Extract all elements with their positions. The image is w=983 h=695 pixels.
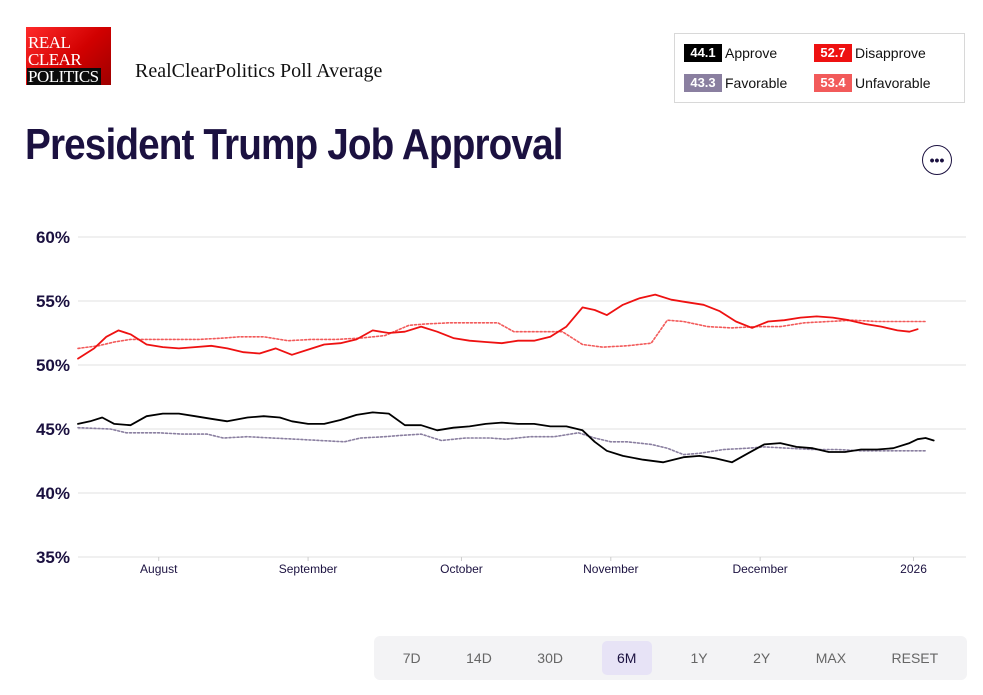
x-tick-label-december: December bbox=[732, 562, 787, 576]
legend-approve: 44.1 Approve bbox=[684, 44, 777, 62]
legend-approve-label: Approve bbox=[725, 45, 778, 61]
legend-box: 44.1 Approve 52.7 Disapprove 43.3 Favora… bbox=[674, 33, 965, 103]
y-tick-label-55: 55% bbox=[36, 292, 70, 311]
chart-y-axis: 60% 55% 50% 45% 40% 35% bbox=[36, 228, 70, 567]
range-7d-button[interactable]: 7D bbox=[402, 650, 421, 666]
legend-unfavorable-value: 53.4 bbox=[814, 74, 852, 92]
legend-disapprove-value: 52.7 bbox=[814, 44, 852, 62]
legend-favorable-label: Favorable bbox=[725, 75, 788, 91]
brand-subtitle: RealClearPolitics Poll Average bbox=[135, 60, 383, 82]
legend-unfavorable: 53.4 Unfavorable bbox=[814, 74, 931, 92]
x-tick-label-october: October bbox=[440, 562, 483, 576]
time-range-selector: 7D 14D 30D 6M 1Y 2Y MAX RESET bbox=[374, 636, 967, 680]
x-tick-label-august: August bbox=[140, 562, 178, 576]
page-title: President Trump Job Approval bbox=[25, 120, 564, 169]
range-14d-button[interactable]: 14D bbox=[466, 650, 492, 666]
range-6m-button[interactable]: 6M bbox=[601, 641, 652, 675]
logo-line-clear: CLEAR bbox=[28, 50, 82, 69]
legend-disapprove-label: Disapprove bbox=[855, 45, 926, 61]
y-tick-label-35: 35% bbox=[36, 548, 70, 567]
legend-approve-value: 44.1 bbox=[684, 44, 722, 62]
legend-favorable-value: 43.3 bbox=[684, 74, 722, 92]
x-tick-label-november: November bbox=[583, 562, 638, 576]
x-tick-label-2026: 2026 bbox=[900, 562, 927, 576]
chart-series bbox=[77, 293, 935, 464]
legend-favorable: 43.3 Favorable bbox=[684, 74, 787, 92]
y-tick-label-50: 50% bbox=[36, 356, 70, 375]
chart-x-axis: August September October November December 20… bbox=[140, 557, 927, 576]
rcp-logo[interactable]: REAL CLEAR POLITICS bbox=[26, 27, 111, 85]
approval-line-chart[interactable]: 60% 55% 50% 45% 40% 35% August September Octobe… bbox=[0, 0, 983, 620]
range-1y-button[interactable]: 1Y bbox=[690, 650, 708, 666]
legend-disapprove: 52.7 Disapprove bbox=[814, 44, 926, 62]
y-tick-label-40: 40% bbox=[36, 484, 70, 503]
series-line-disapprove bbox=[77, 293, 919, 360]
more-options-icon[interactable]: ••• bbox=[922, 145, 952, 175]
range-2y-button[interactable]: 2Y bbox=[753, 650, 771, 666]
x-tick-label-september: September bbox=[279, 562, 338, 576]
logo-line-real: REAL bbox=[28, 33, 71, 52]
legend-unfavorable-label: Unfavorable bbox=[855, 75, 931, 91]
series-line-approve bbox=[77, 411, 935, 464]
range-reset-button[interactable]: RESET bbox=[891, 650, 939, 666]
logo-line-politics: POLITICS bbox=[27, 67, 101, 85]
y-tick-label-45: 45% bbox=[36, 420, 70, 439]
series-line-unfavorable bbox=[77, 319, 927, 350]
y-tick-label-60: 60% bbox=[36, 228, 70, 247]
range-max-button[interactable]: MAX bbox=[815, 650, 847, 666]
range-30d-button[interactable]: 30D bbox=[537, 650, 563, 666]
chart-gridlines bbox=[78, 236, 966, 558]
series-line-favorable bbox=[77, 426, 927, 456]
